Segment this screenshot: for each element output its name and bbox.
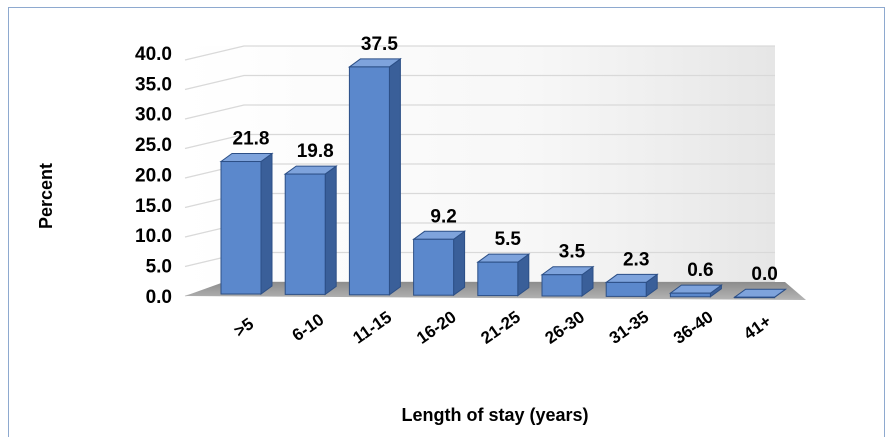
bar-side: [388, 57, 401, 296]
bar: [733, 288, 788, 299]
bar: [540, 265, 595, 297]
bar-front: [348, 66, 390, 296]
bar: [412, 230, 467, 297]
bar: [604, 273, 659, 298]
y-tick-label: 25.0: [135, 135, 172, 156]
data-label: 21.8: [233, 129, 270, 150]
y-tick-label: 5.0: [146, 257, 172, 278]
bar-front: [541, 274, 583, 297]
bar-side: [453, 230, 466, 297]
y-tick-label: 0.0: [146, 287, 172, 308]
data-label: 37.5: [361, 34, 398, 55]
bar-side: [260, 152, 273, 295]
data-label: 3.5: [559, 242, 586, 263]
data-labels: 21.8 19.8 37.5 9.2 5.5 3.5 2.3 0.6 0.0: [233, 34, 778, 285]
bars: [219, 57, 788, 299]
data-label: 0.0: [751, 264, 777, 285]
y-tick-label: 40.0: [135, 44, 172, 65]
x-tick-label: 6-10: [289, 310, 328, 345]
gridline: [184, 133, 775, 150]
x-tick-label: 26-30: [542, 307, 589, 348]
y-tick-label: 10.0: [135, 226, 172, 247]
x-tick-label: 21-25: [477, 307, 524, 348]
y-axis-title: Percent: [36, 163, 56, 229]
x-tick-label: 31-35: [606, 307, 653, 348]
bar: [347, 57, 402, 296]
data-label: 19.8: [297, 141, 334, 162]
bar-front: [734, 296, 776, 299]
bar: [668, 284, 723, 298]
y-tick-label: 15.0: [135, 196, 172, 217]
x-tick-label: 11-15: [349, 308, 395, 348]
x-tick-label: 41+: [740, 311, 775, 343]
gridline: [184, 45, 775, 61]
bar-side: [324, 165, 337, 296]
x-tick-label: 16-20: [413, 307, 460, 348]
bar-front: [284, 173, 326, 295]
y-axis-ticks: 0.0 5.0 10.0 15.0 20.0 25.0 30.0 35.0 40.0: [135, 44, 172, 308]
data-label: 5.5: [495, 229, 522, 250]
bar-front: [669, 292, 711, 298]
x-axis-ticks: >5 6-10 11-15 16-20 21-25 26-30 31-35 36-40 41+: [230, 307, 774, 348]
x-tick-label: >5: [230, 314, 257, 341]
bar-front: [605, 281, 647, 297]
data-label: 2.3: [623, 249, 649, 270]
x-axis-title: Length of stay (years): [401, 405, 588, 425]
data-label: 0.6: [687, 260, 713, 281]
gridline: [184, 104, 775, 120]
y-tick-label: 20.0: [135, 165, 172, 186]
bar: [476, 253, 531, 297]
bar-front: [413, 238, 455, 296]
bar: [283, 165, 338, 296]
bar-front: [220, 161, 262, 295]
data-label: 9.2: [430, 206, 456, 227]
bar: [219, 152, 274, 295]
y-tick-label: 30.0: [135, 105, 172, 126]
bar-front: [477, 261, 519, 297]
x-tick-label: 36-40: [670, 307, 717, 348]
gridline: [184, 74, 775, 91]
y-tick-label: 35.0: [135, 74, 172, 95]
